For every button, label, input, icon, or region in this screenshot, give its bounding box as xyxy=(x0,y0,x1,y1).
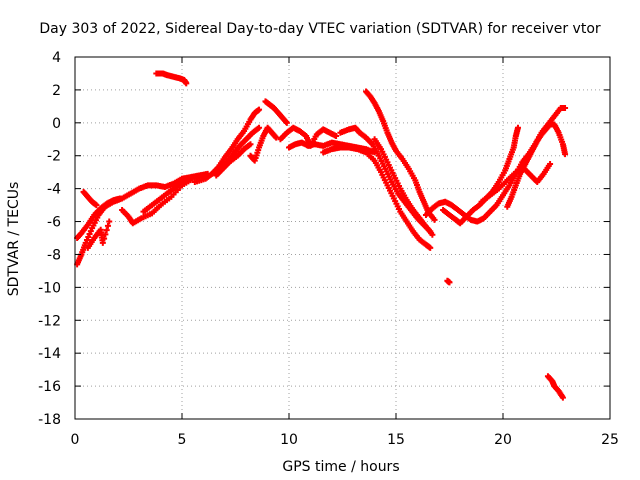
series-arc-g xyxy=(153,70,190,87)
data-point xyxy=(273,134,280,141)
y-tick-label: -2 xyxy=(47,149,61,165)
data-point xyxy=(102,231,109,238)
data-point xyxy=(427,244,434,251)
data-point xyxy=(562,105,569,112)
x-tick-label: 25 xyxy=(601,432,619,448)
data-point xyxy=(93,202,100,209)
data-point xyxy=(559,394,566,401)
data-point xyxy=(333,132,340,139)
data-point xyxy=(99,239,106,246)
x-tick-label: 10 xyxy=(280,432,298,448)
y-tick-label: -14 xyxy=(38,346,61,362)
data-point xyxy=(116,195,123,202)
data-point xyxy=(429,231,436,238)
series-arc-q xyxy=(363,88,438,223)
data-point xyxy=(103,227,110,234)
series-arc-d xyxy=(84,218,113,251)
data-point xyxy=(183,177,190,184)
series-arc-t xyxy=(440,124,521,227)
y-tick-label: -8 xyxy=(47,247,61,263)
y-tick-label: -4 xyxy=(47,182,61,198)
series-arc-n xyxy=(286,139,378,156)
data-points xyxy=(74,70,569,401)
x-tick-label: 0 xyxy=(71,432,80,448)
y-tick-label: 0 xyxy=(52,116,61,132)
data-point xyxy=(106,218,113,225)
series-arc-k xyxy=(247,124,280,164)
y-tick-label: -6 xyxy=(47,215,61,231)
y-tick-label: -18 xyxy=(38,412,61,428)
data-point xyxy=(104,222,111,229)
series-arc-r xyxy=(371,136,436,238)
series-arc-o xyxy=(320,144,434,251)
data-point xyxy=(514,124,521,131)
data-point xyxy=(247,141,254,148)
data-point xyxy=(283,119,290,126)
x-tick-label: 15 xyxy=(387,432,405,448)
series-arc-c xyxy=(80,188,100,209)
y-tick-label: 2 xyxy=(52,83,61,99)
data-point xyxy=(101,235,108,242)
data-point xyxy=(562,151,569,158)
chart-title: Day 303 of 2022, Sidereal Day-to-day VTE… xyxy=(39,21,601,37)
y-tick-label: 4 xyxy=(52,50,61,66)
series-arc-w xyxy=(444,277,453,286)
plot-frame xyxy=(74,56,611,420)
series-arc-l xyxy=(262,98,290,126)
series-arc-h xyxy=(191,106,263,186)
data-point xyxy=(183,80,190,87)
grid-lines xyxy=(75,57,610,419)
data-point xyxy=(256,124,263,131)
x-tick-label: 20 xyxy=(494,432,512,448)
x-axis-label: GPS time / hours xyxy=(282,459,399,475)
y-tick-label: -16 xyxy=(38,379,61,395)
series-arc-b xyxy=(74,195,123,241)
data-point xyxy=(547,160,554,167)
y-tick-label: -12 xyxy=(38,313,61,329)
series-arc-x xyxy=(544,373,566,401)
series-arc-v xyxy=(504,121,569,210)
data-point xyxy=(431,216,438,223)
series-arc-f xyxy=(140,177,190,215)
x-tick-label: 5 xyxy=(178,432,187,448)
series-arc-j xyxy=(213,141,254,179)
y-tick-label: -10 xyxy=(38,280,61,296)
data-point xyxy=(256,106,263,113)
data-point xyxy=(446,279,453,286)
y-axis-label: SDTVAR / TECUs xyxy=(6,182,22,297)
